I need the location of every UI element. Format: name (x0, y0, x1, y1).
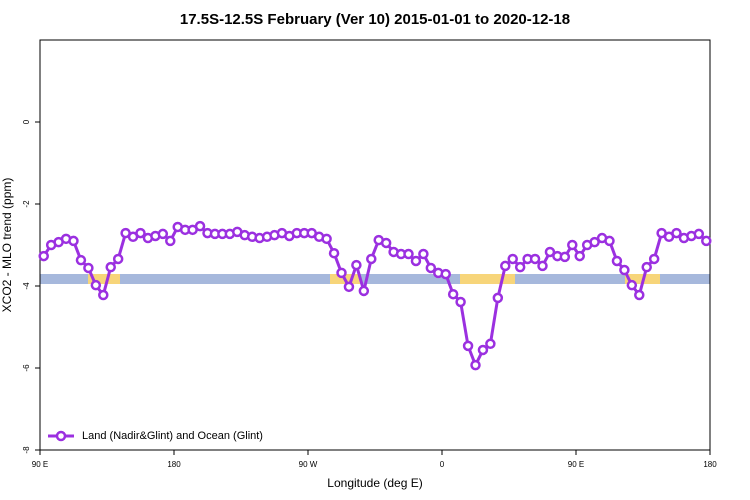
data-point (567, 239, 578, 251)
y-tick-label: 0 (22, 119, 31, 124)
data-point (477, 344, 489, 356)
data-point (410, 255, 422, 267)
data-point (194, 220, 206, 232)
data-point (366, 253, 377, 265)
data-point (380, 237, 392, 249)
data-point (112, 253, 124, 265)
data-point (485, 338, 496, 350)
data-point (492, 292, 504, 304)
data-point (544, 246, 556, 258)
y-tick-label: -8 (22, 446, 31, 454)
data-point (105, 261, 116, 273)
data-point (611, 255, 623, 267)
data-point (470, 359, 481, 371)
data-point (343, 281, 355, 293)
data-point (328, 247, 340, 259)
data-point (336, 267, 347, 279)
chart-title: 17.5S-12.5S February (Ver 10) 2015-01-01… (180, 11, 570, 28)
data-point (418, 248, 429, 260)
data-point (165, 235, 176, 247)
data-point (634, 289, 645, 301)
data-point (626, 279, 638, 291)
data-point (648, 253, 660, 265)
data-point (157, 228, 169, 240)
surface-band (40, 274, 710, 284)
land-band (88, 274, 120, 284)
data-point (574, 250, 585, 262)
data-point (351, 259, 362, 271)
data-point (425, 262, 437, 274)
data-point (83, 262, 94, 274)
x-tick-label: 0 (440, 460, 445, 469)
ocean-band (40, 274, 710, 284)
data-point (38, 250, 49, 262)
data-point (500, 260, 511, 272)
data-point (641, 261, 652, 273)
data-point (604, 235, 615, 247)
data-point (462, 340, 474, 352)
data-point (701, 235, 712, 247)
x-tick-label: 180 (703, 460, 717, 469)
data-point (403, 248, 414, 260)
data-point (589, 236, 600, 248)
data-point (507, 253, 518, 265)
data-point (90, 279, 102, 291)
data-point (98, 289, 109, 301)
y-tick-label: -4 (22, 282, 31, 290)
y-tick-label: -2 (22, 200, 31, 208)
data-point (693, 228, 705, 240)
legend-marker (55, 430, 67, 442)
y-tick-label: -6 (22, 364, 31, 372)
x-tick-label: 90 E (32, 460, 48, 469)
x-tick-label: 90 W (299, 460, 318, 469)
plot-frame (39, 39, 711, 451)
data-point (671, 227, 682, 239)
data-point (135, 227, 146, 239)
land-band (460, 274, 515, 284)
data-point (358, 285, 370, 297)
x-tick-label: 180 (167, 460, 181, 469)
data-point (68, 235, 79, 247)
data-point (529, 253, 541, 265)
x-axis-label: Longitude (deg E) (327, 476, 422, 490)
x-tick-label: 90 E (568, 460, 584, 469)
data-point (537, 260, 548, 272)
legend-label: Land (Nadir&Glint) and Ocean (Glint) (82, 430, 263, 442)
y-axis-label: XCO2 - MLO trend (ppm) (0, 178, 14, 313)
data-point (455, 296, 466, 308)
data-point (559, 251, 571, 263)
data-point (514, 261, 526, 273)
data-point (447, 288, 459, 300)
series-line (42, 224, 708, 369)
data-point (321, 233, 332, 245)
data-point (75, 254, 87, 266)
data-point (619, 264, 630, 276)
data-point (440, 268, 451, 280)
